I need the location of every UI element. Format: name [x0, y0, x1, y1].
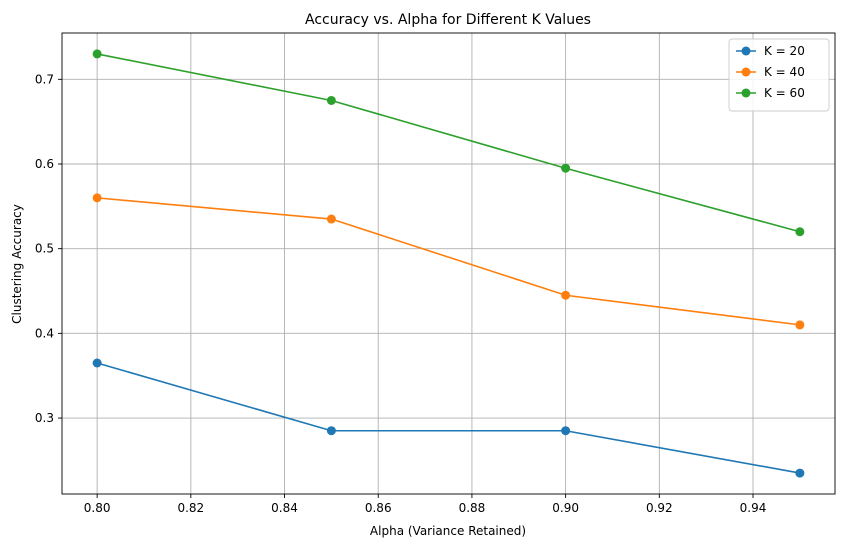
legend: K = 20 K = 40 K = 60 — [728, 38, 830, 112]
data-point — [795, 320, 805, 330]
data-point — [326, 95, 336, 105]
series-k-60 — [92, 49, 805, 237]
x-tick-label: 0.82 — [177, 501, 204, 515]
chart-title: Accuracy vs. Alpha for Different K Value… — [305, 12, 591, 28]
y-axis-label: Clustering Accuracy — [10, 204, 24, 324]
y-tick-label: 0.7 — [35, 72, 54, 86]
legend-item: K = 20 — [736, 44, 805, 58]
legend-label: K = 60 — [764, 86, 805, 100]
y-tick-label: 0.5 — [35, 242, 54, 256]
data-point — [561, 290, 571, 300]
series-line — [97, 197, 800, 326]
y-tick-label: 0.3 — [35, 411, 54, 425]
legend-item: K = 40 — [736, 65, 805, 79]
data-point — [561, 426, 571, 436]
series-line — [96, 53, 801, 233]
series-k-20 — [92, 358, 805, 478]
x-axis-label: Alpha (Variance Retained) — [370, 524, 526, 538]
data-point — [795, 227, 805, 237]
legend-swatch-marker — [741, 67, 751, 77]
data-point — [326, 214, 336, 224]
x-tick-label: 0.80 — [84, 501, 111, 515]
legend-swatch-marker — [741, 88, 751, 98]
x-tick-label: 0.88 — [459, 501, 486, 515]
legend-label: K = 40 — [764, 65, 805, 79]
grid-lines — [62, 33, 835, 494]
legend-item: K = 60 — [736, 86, 805, 100]
data-point — [795, 468, 805, 478]
data-point — [561, 163, 571, 173]
data-point — [92, 49, 102, 59]
x-tick-label: 0.84 — [271, 501, 298, 515]
x-tick-label: 0.86 — [365, 501, 392, 515]
data-point — [92, 358, 102, 368]
y-axis-ticks: 0.3 0.4 0.5 0.6 0.7 — [35, 72, 62, 425]
x-tick-label: 0.92 — [646, 501, 673, 515]
x-tick-label: 0.94 — [740, 501, 767, 515]
series-line — [96, 362, 801, 474]
x-axis-ticks: 0.80 0.82 0.84 0.86 0.88 0.90 0.92 0.94 — [84, 494, 767, 515]
series-k-40 — [92, 193, 805, 330]
plot-frame — [61, 32, 836, 495]
legend-swatch-marker — [741, 46, 751, 56]
x-tick-label: 0.90 — [552, 501, 579, 515]
data-point — [92, 193, 102, 203]
data-point — [326, 426, 336, 436]
legend-label: K = 20 — [764, 44, 805, 58]
y-tick-label: 0.6 — [35, 157, 54, 171]
series-lines — [92, 49, 805, 478]
y-tick-label: 0.4 — [35, 326, 54, 340]
